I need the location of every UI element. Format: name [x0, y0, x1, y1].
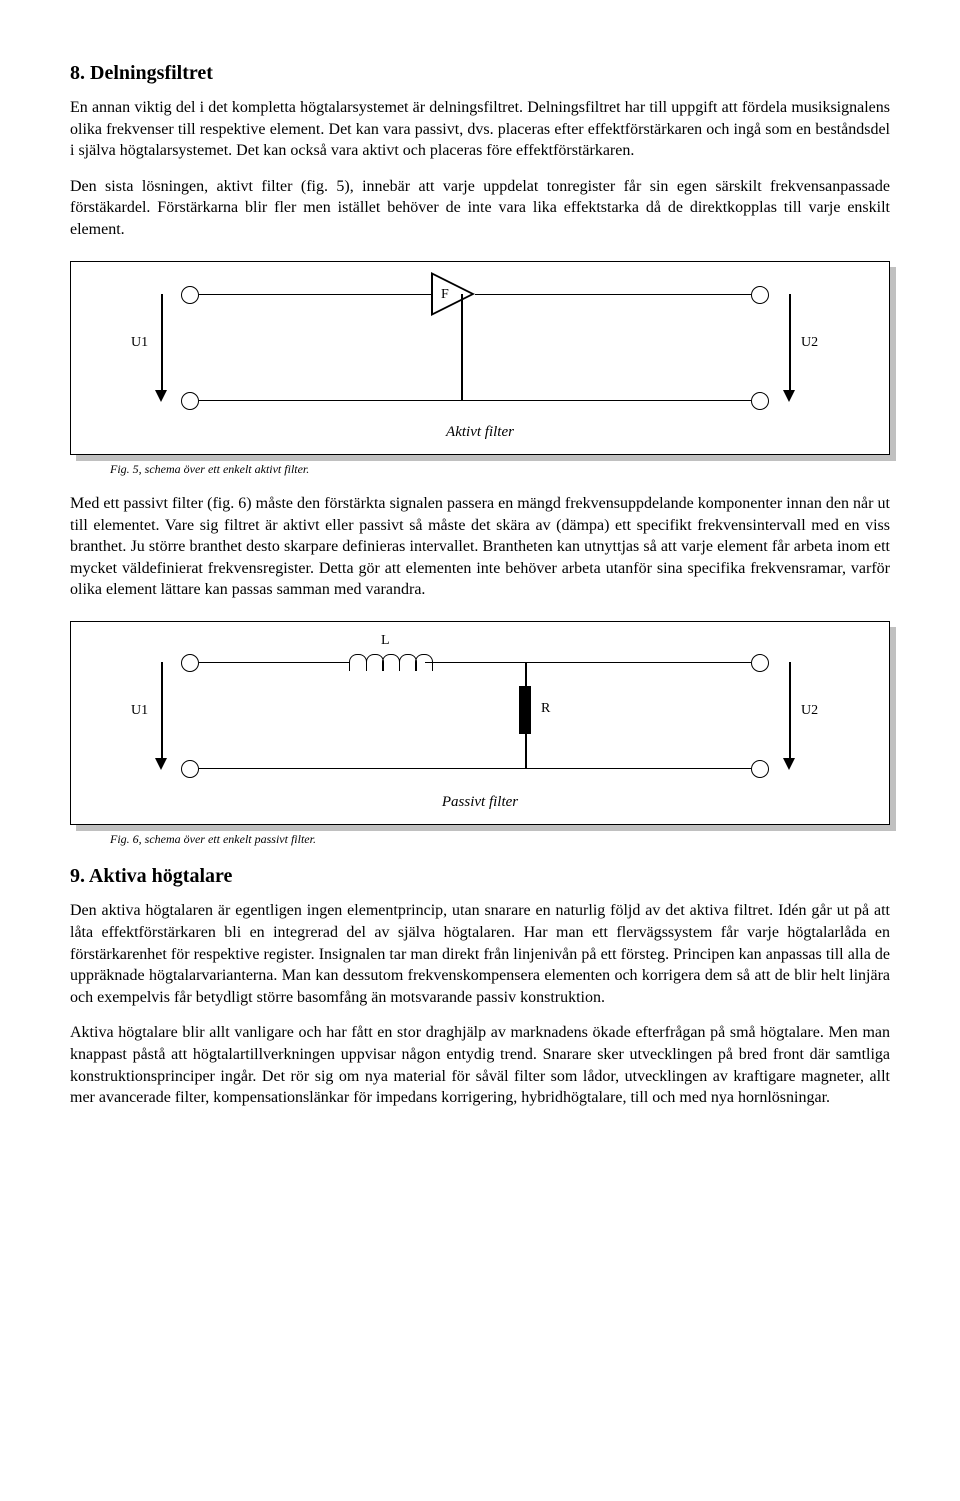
section8-heading: 8. Delningsfiltret	[70, 60, 890, 87]
section9-p1: Den aktiva högtalaren är egentligen inge…	[70, 900, 890, 1008]
wire	[199, 294, 431, 296]
arrow-icon	[155, 390, 167, 402]
inductor-label: L	[381, 632, 390, 651]
figure-6-caption: Fig. 6, schema över ett enkelt passivt f…	[110, 831, 890, 847]
active-filter-circuit: F U1 U2	[101, 282, 859, 412]
section9-heading: 9. Aktiva högtalare	[70, 863, 890, 890]
u2-label: U2	[801, 334, 818, 353]
wire	[425, 662, 751, 664]
arrow-icon	[783, 390, 795, 402]
wire	[199, 400, 751, 402]
resistor-label: R	[541, 700, 550, 719]
node-top-left	[181, 654, 199, 672]
u2-label: U2	[801, 702, 818, 721]
wire	[789, 294, 791, 390]
passive-filter-circuit: L R U1 U2	[101, 642, 859, 782]
amplifier-symbol	[431, 272, 475, 316]
node-bottom-left	[181, 392, 199, 410]
wire	[475, 294, 751, 296]
section8-p1: En annan viktig del i det kompletta högt…	[70, 97, 890, 162]
section8-p2: Den sista lösningen, aktivt filter (fig.…	[70, 176, 890, 241]
wire	[525, 734, 527, 768]
wire	[199, 662, 349, 664]
wire	[199, 768, 751, 770]
figure-5-caption: Fig. 5, schema över ett enkelt aktivt fi…	[110, 461, 890, 477]
node-top-left	[181, 286, 199, 304]
u1-label: U1	[131, 702, 148, 721]
wire	[461, 294, 463, 400]
wire	[789, 662, 791, 758]
u1-label: U1	[131, 334, 148, 353]
figure-box: F U1 U2 Aktivt filter	[70, 261, 890, 455]
node-bottom-right	[751, 392, 769, 410]
arrow-icon	[155, 758, 167, 770]
section9-p2: Aktiva högtalare blir allt vanligare och…	[70, 1022, 890, 1108]
node-top-right	[751, 286, 769, 304]
node-bottom-left	[181, 760, 199, 778]
figure-5-title: Aktivt filter	[101, 422, 859, 442]
node-top-right	[751, 654, 769, 672]
node-bottom-right	[751, 760, 769, 778]
figure-box: L R U1 U2	[70, 621, 890, 825]
figure-6: L R U1 U2	[70, 621, 890, 825]
wire	[161, 662, 163, 758]
figure-5: F U1 U2 Aktivt filter	[70, 261, 890, 455]
inductor-symbol	[349, 654, 433, 671]
amplifier-label: F	[441, 286, 449, 305]
arrow-icon	[783, 758, 795, 770]
wire	[161, 294, 163, 390]
wire	[525, 662, 527, 686]
figure-6-title: Passivt filter	[101, 792, 859, 812]
section8-p3: Med ett passivt filter (fig. 6) måste de…	[70, 493, 890, 601]
resistor-symbol	[519, 686, 531, 734]
